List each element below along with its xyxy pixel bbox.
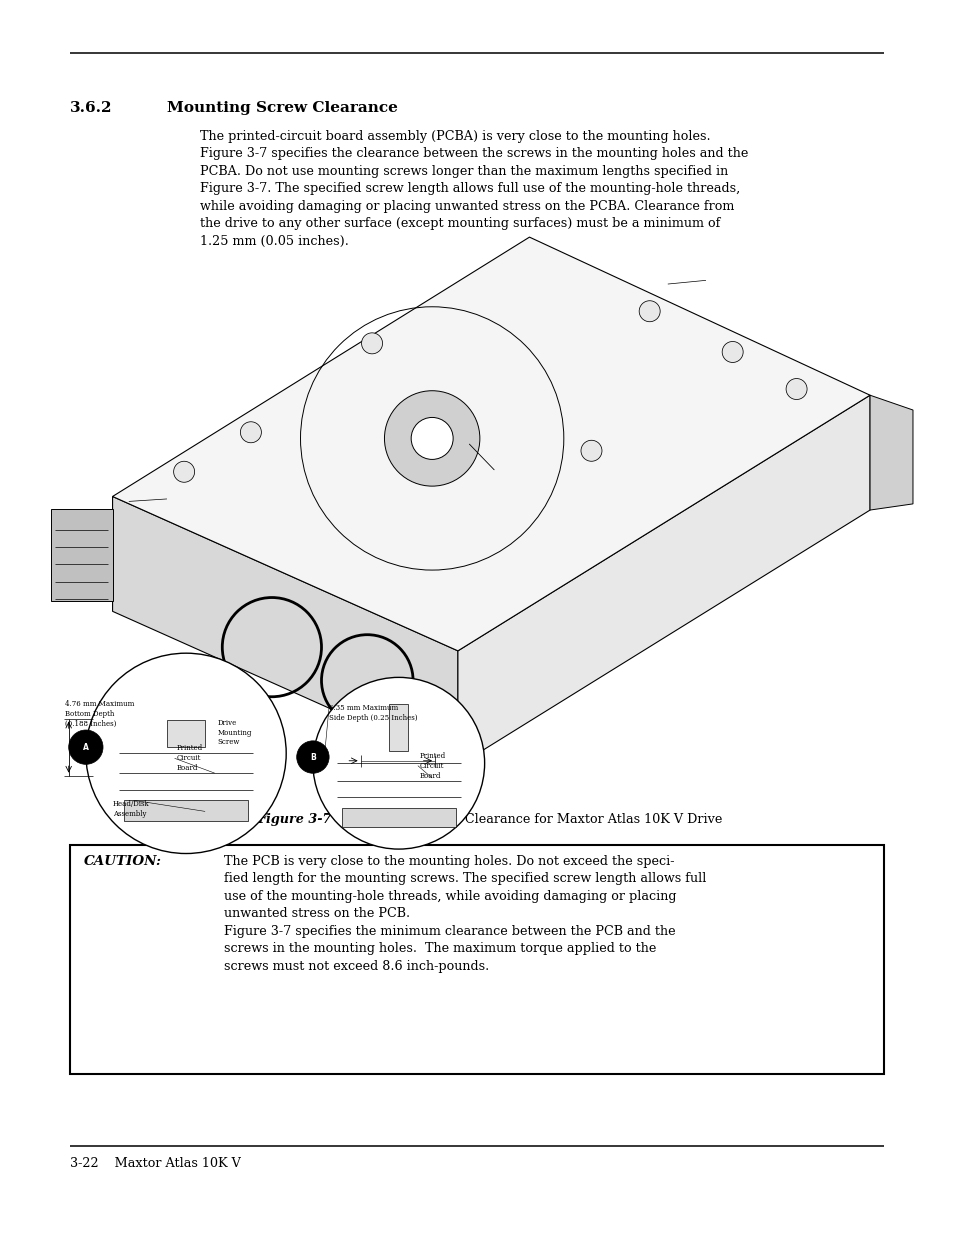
Polygon shape <box>869 395 912 510</box>
Text: Mounting Screw Clearance for Maxtor Atlas 10K V Drive: Mounting Screw Clearance for Maxtor Atla… <box>346 813 722 826</box>
Text: 4.76 mm Maximum
Bottom Depth
(0.188 Inches): 4.76 mm Maximum Bottom Depth (0.188 Inch… <box>65 700 134 727</box>
Circle shape <box>785 379 806 399</box>
Circle shape <box>384 390 479 487</box>
Text: The printed-circuit board assembly (PCBA) is very close to the mounting holes.
F: The printed-circuit board assembly (PCBA… <box>200 130 748 248</box>
Polygon shape <box>124 800 248 821</box>
Text: Printed
Circuit
Board: Printed Circuit Board <box>176 745 202 772</box>
Circle shape <box>639 301 659 321</box>
Circle shape <box>580 441 601 461</box>
Text: Mounting Screw Clearance: Mounting Screw Clearance <box>167 101 397 115</box>
Polygon shape <box>112 496 457 766</box>
Circle shape <box>313 677 484 850</box>
Text: A: A <box>83 742 89 752</box>
Text: 3.6.2: 3.6.2 <box>70 101 112 115</box>
Text: B: B <box>310 752 315 762</box>
Bar <box>70 845 883 1074</box>
Polygon shape <box>112 237 869 651</box>
Polygon shape <box>457 395 869 766</box>
Text: 3-22    Maxtor Atlas 10K V: 3-22 Maxtor Atlas 10K V <box>70 1157 240 1171</box>
Circle shape <box>296 741 329 773</box>
Circle shape <box>69 730 103 764</box>
Text: Figure 3-7: Figure 3-7 <box>257 813 332 826</box>
Circle shape <box>86 653 286 853</box>
Text: CAUTION:: CAUTION: <box>84 855 162 868</box>
Polygon shape <box>167 720 205 747</box>
Polygon shape <box>341 808 456 827</box>
Circle shape <box>361 333 382 353</box>
Polygon shape <box>389 704 408 751</box>
Circle shape <box>411 417 453 459</box>
Text: Head/Disk
Assembly: Head/Disk Assembly <box>112 800 149 818</box>
Circle shape <box>721 342 742 362</box>
Text: The PCB is very close to the mounting holes. Do not exceed the speci-
fied lengt: The PCB is very close to the mounting ho… <box>224 855 706 973</box>
Circle shape <box>240 422 261 442</box>
Text: 6.35 mm Maximum
Side Depth (0.25 Inches): 6.35 mm Maximum Side Depth (0.25 Inches) <box>329 704 417 721</box>
Text: Printed
Circuit
Board: Printed Circuit Board <box>419 752 445 779</box>
Text: Drive
Mounting
Screw: Drive Mounting Screw <box>217 719 252 746</box>
Circle shape <box>173 462 194 482</box>
Polygon shape <box>51 509 112 601</box>
